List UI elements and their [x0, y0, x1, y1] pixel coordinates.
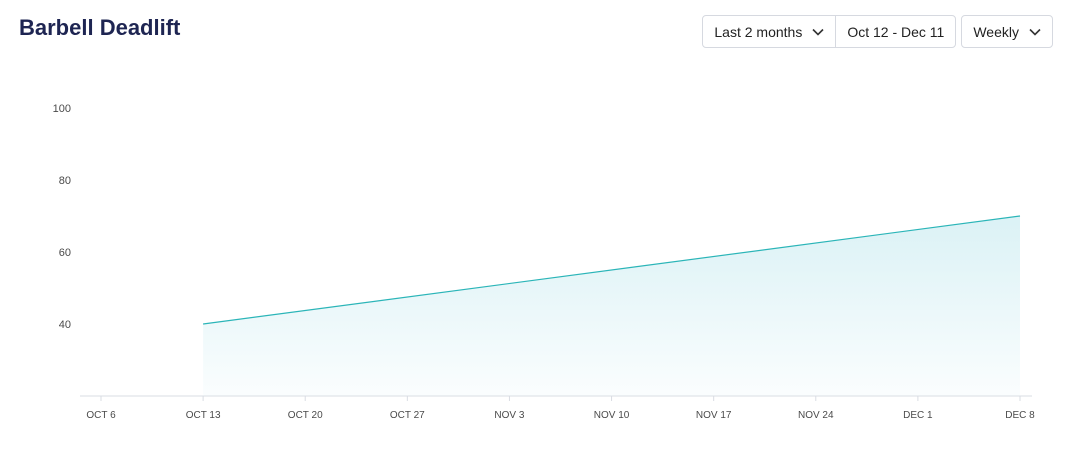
date-range-label: Oct 12 - Dec 11 — [847, 23, 945, 40]
range-dropdown-label: Last 2 months — [714, 23, 803, 40]
x-tick-label: OCT 20 — [288, 410, 323, 421]
x-tick-label: OCT 27 — [390, 410, 425, 421]
x-tick-label: DEC 1 — [903, 410, 933, 421]
interval-dropdown[interactable]: Weekly — [962, 16, 1052, 47]
date-range-group: Last 2 months Oct 12 - Dec 11 — [702, 15, 957, 48]
x-tick-label: NOV 3 — [494, 410, 524, 421]
y-tick-label: 100 — [53, 103, 71, 115]
x-tick-label: OCT 13 — [186, 410, 221, 421]
interval-group: Weekly — [961, 15, 1053, 48]
x-tick-label: NOV 10 — [594, 410, 630, 421]
chart-controls: Last 2 months Oct 12 - Dec 11 Weekly — [702, 15, 1053, 48]
page-title: Barbell Deadlift — [19, 15, 181, 40]
series-line — [203, 215, 1021, 325]
x-tick-label: OCT 6 — [86, 410, 116, 421]
x-tick-label: NOV 17 — [696, 410, 732, 421]
interval-dropdown-label: Weekly — [973, 23, 1019, 40]
chevron-down-icon — [1029, 28, 1041, 36]
y-tick-label: 80 — [59, 175, 71, 187]
x-tick-label: NOV 24 — [798, 410, 834, 421]
y-tick-label: 60 — [59, 247, 71, 259]
series-area — [203, 216, 1021, 396]
x-tick-label: DEC 8 — [1005, 410, 1035, 421]
chevron-down-icon — [812, 28, 824, 36]
range-dropdown[interactable]: Last 2 months — [703, 16, 835, 47]
date-range-display[interactable]: Oct 12 - Dec 11 — [835, 16, 955, 47]
y-tick-label: 40 — [59, 319, 71, 331]
